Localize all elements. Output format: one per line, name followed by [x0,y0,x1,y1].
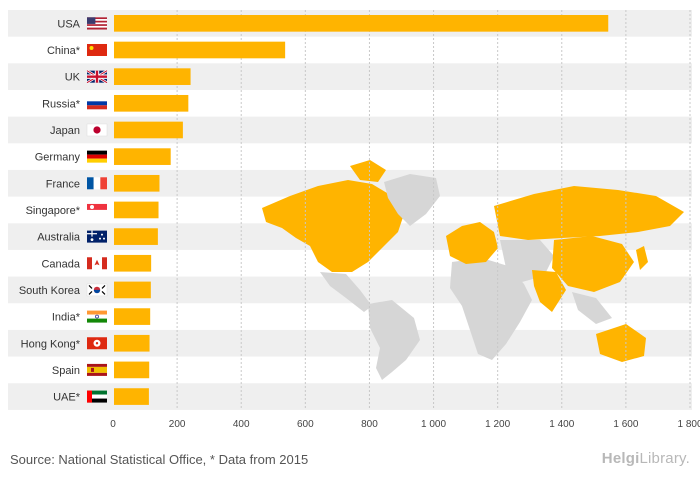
spain-flag-icon [87,363,107,376]
australia-flag-icon [87,230,107,243]
bar [114,94,189,112]
bar [114,15,609,32]
category-label: South Korea [19,285,81,297]
x-axis: 0 200 400 600 800 1 000 1 200 1 400 1 600 1 800 [110,419,700,430]
flag-icons [86,17,108,403]
x-tick-label: 1 600 [613,419,638,430]
world-map-icon [262,160,684,380]
us-flag-icon [87,17,107,30]
x-tick-label: 400 [233,419,250,430]
japan-flag-icon [86,123,108,137]
x-tick-label: 1 800 [677,419,700,430]
category-labels: USA China* UK Russia* Japan Germany France Sing… [19,18,81,403]
category-label: USA [57,18,80,30]
category-label: UK [65,72,81,84]
bar [114,308,151,325]
category-label: Singapore* [26,205,81,217]
bar [114,228,158,245]
row-band [8,329,692,357]
category-label: Canada [41,258,80,270]
south-korea-flag-icon [86,283,108,297]
canada-flag-icon [87,257,107,270]
category-label: Germany [35,152,81,164]
india-flag-icon [87,310,107,323]
bar [114,121,183,139]
category-label: Japan [50,125,80,137]
category-label: Spain [52,365,80,377]
bars [114,15,609,405]
helgilibrary-logo: HelgiLibrary. [602,450,690,467]
logo-bold: Helgi [601,450,640,467]
logo-light: Library. [639,450,690,467]
row-band [8,383,692,410]
source-note: Source: National Statistical Office, * D… [10,452,309,467]
bar [114,388,149,405]
bar [114,201,159,219]
uae-flag-icon [87,390,107,403]
germany-flag-icon [87,150,107,163]
russia-flag-icon [87,97,107,110]
bar [114,68,191,85]
x-tick-label: 600 [297,419,314,430]
france-flag-icon [87,177,107,190]
x-grid [176,10,691,410]
singapore-flag-icon [87,203,107,216]
category-label: India* [52,312,81,324]
bar [114,334,150,352]
category-label: Australia [37,232,81,244]
china-flag-icon [87,43,107,56]
category-label: France [46,178,80,190]
category-label: UAE* [53,392,81,404]
bar [114,174,160,192]
x-tick-label: 1 200 [485,419,510,430]
uk-flag-icon [86,69,108,84]
hong-kong-flag-icon [87,337,107,350]
x-tick-label: 0 [110,419,116,430]
row-band [8,116,692,144]
bar [114,41,286,59]
category-label: Russia* [42,98,81,110]
bar [114,361,150,379]
bar [114,148,171,165]
bar [114,281,151,299]
x-tick-label: 1 400 [549,419,574,430]
category-label: Hong Kong* [21,338,81,350]
x-tick-label: 800 [361,419,378,430]
bar [114,254,152,272]
x-tick-label: 1 000 [421,419,446,430]
category-label: China* [47,45,81,57]
row-band [8,63,692,90]
x-tick-label: 200 [169,419,186,430]
